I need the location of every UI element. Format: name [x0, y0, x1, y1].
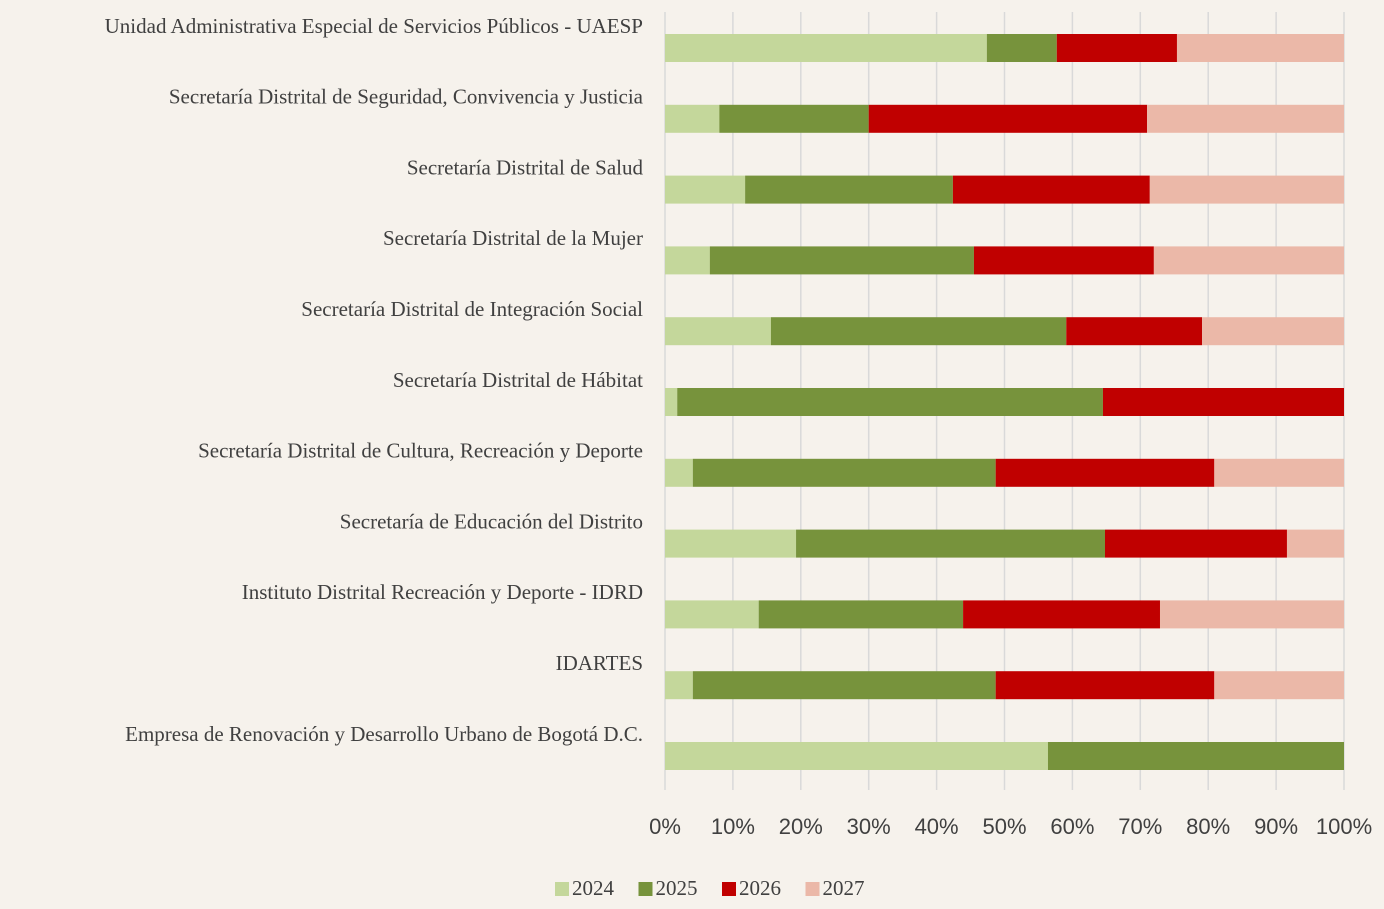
bar-segment	[1153, 246, 1344, 275]
bar-segment	[1056, 34, 1177, 62]
bar-segment	[665, 104, 720, 133]
bar-segment	[745, 175, 953, 204]
bar-segment	[770, 317, 1067, 346]
x-tick-label: 20%	[779, 814, 823, 839]
bar-segment	[1202, 317, 1344, 346]
x-tick-label: 80%	[1186, 814, 1230, 839]
category-label: Secretaría Distrital de Cultura, Recreac…	[198, 439, 643, 463]
bar-segment	[719, 104, 869, 133]
bar-segment	[1214, 671, 1344, 700]
bar-segment	[665, 529, 797, 558]
category-label: Secretaría Distrital de Salud	[407, 155, 644, 179]
bar-segment	[1147, 104, 1344, 133]
bar-segment	[952, 175, 1150, 204]
bar-segment	[1159, 600, 1344, 629]
category-label: Secretaría de Educación del Distrito	[340, 509, 643, 533]
legend-swatch	[805, 882, 820, 896]
bar-segment	[868, 104, 1148, 133]
legend-swatch	[722, 882, 736, 896]
bar-segment	[1047, 742, 1344, 770]
x-tick-label: 10%	[711, 814, 755, 839]
legend-label: 2026	[739, 876, 781, 900]
bar-segment	[1214, 458, 1344, 487]
bar-segment	[692, 671, 996, 700]
bar-segment	[665, 600, 759, 629]
category-label: IDARTES	[556, 651, 643, 675]
bar-segment	[995, 671, 1215, 700]
category-label: Secretaría Distrital de Integración Soci…	[301, 297, 643, 321]
bar-segment	[995, 458, 1215, 487]
x-tick-label: 90%	[1254, 814, 1298, 839]
bar-segment	[665, 246, 710, 275]
x-tick-label: 0%	[649, 814, 681, 839]
bar-segment	[677, 388, 1103, 416]
category-label: Secretaría Distrital de Seguridad, Convi…	[169, 85, 644, 109]
bar-segment	[986, 34, 1057, 62]
x-tick-label: 40%	[915, 814, 959, 839]
bar-segment	[665, 742, 1048, 770]
x-tick-label: 30%	[847, 814, 891, 839]
bar-segment	[1149, 175, 1344, 204]
legend-swatch	[638, 882, 653, 896]
category-label: Unidad Administrativa Especial de Servic…	[105, 14, 643, 38]
category-label: Secretaría Distrital de la Mujer	[383, 226, 643, 250]
category-label: Instituto Distrital Recreación y Deporte…	[242, 580, 643, 604]
legend-label: 2024	[572, 876, 615, 900]
bar-segment	[665, 458, 693, 487]
bar-segment	[665, 388, 678, 416]
bar-segment	[665, 175, 746, 204]
bar-segment	[963, 600, 1160, 629]
x-tick-label: 60%	[1050, 814, 1094, 839]
bar-segment	[665, 317, 771, 346]
x-tick-label: 100%	[1316, 814, 1372, 839]
bar-segment	[796, 529, 1105, 558]
bar-segment	[709, 246, 974, 275]
bar-segment	[1286, 529, 1344, 558]
bar-segment	[665, 34, 987, 62]
bar-segment	[973, 246, 1154, 275]
bar-segment	[665, 671, 693, 700]
bar-segment	[1102, 388, 1344, 416]
bar-segment	[692, 458, 996, 487]
legend-label: 2025	[656, 876, 698, 900]
legend-swatch	[555, 882, 569, 896]
category-label: Empresa de Renovación y Desarrollo Urban…	[125, 722, 643, 746]
legend-label: 2027	[823, 876, 865, 900]
x-tick-label: 50%	[982, 814, 1026, 839]
category-label: Secretaría Distrital de Hábitat	[393, 368, 643, 392]
bar-segment	[758, 600, 964, 629]
bar-segment	[1176, 34, 1344, 62]
bar-segment	[1066, 317, 1203, 346]
x-tick-label: 70%	[1118, 814, 1162, 839]
bar-segment	[1104, 529, 1287, 558]
